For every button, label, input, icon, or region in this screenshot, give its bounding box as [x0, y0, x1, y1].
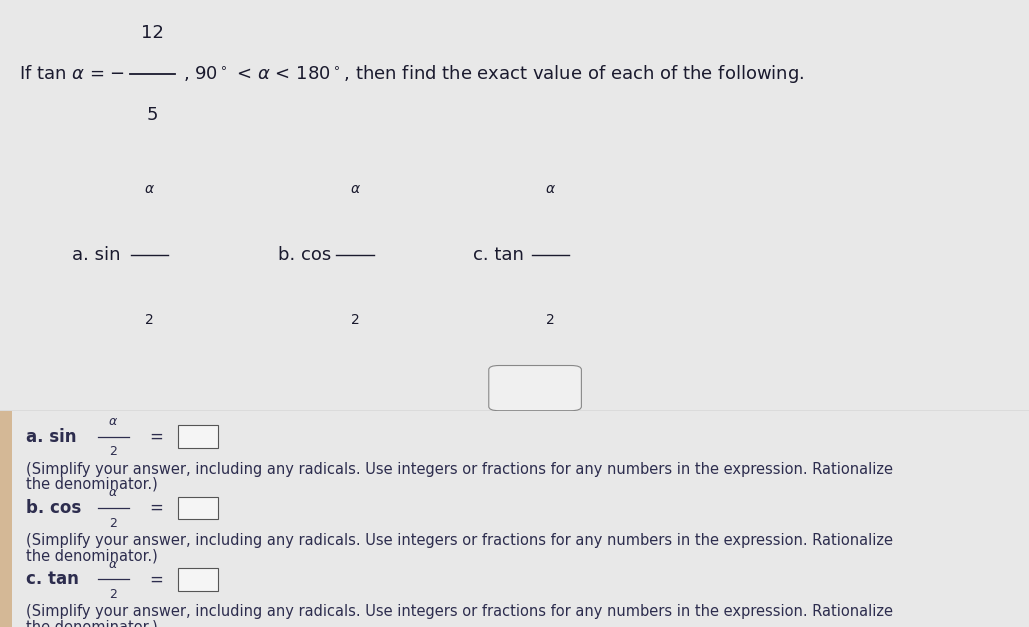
- Text: 2: 2: [109, 588, 117, 601]
- Text: $\alpha$: $\alpha$: [350, 182, 360, 196]
- Text: 5: 5: [146, 106, 158, 124]
- Text: 2: 2: [351, 314, 359, 327]
- Text: b. cos: b. cos: [278, 246, 331, 263]
- Text: c. tan: c. tan: [26, 571, 78, 588]
- Text: · · ·: · · ·: [528, 383, 542, 393]
- Text: (Simplify your answer, including any radicals. Use integers or fractions for any: (Simplify your answer, including any rad…: [26, 604, 893, 619]
- Text: 2: 2: [109, 517, 117, 530]
- FancyBboxPatch shape: [178, 497, 218, 519]
- Text: the denominator.): the denominator.): [26, 548, 157, 563]
- Text: $\alpha$: $\alpha$: [108, 415, 118, 428]
- Text: 2: 2: [145, 314, 153, 327]
- Text: =: =: [149, 571, 163, 588]
- Text: a. sin: a. sin: [26, 428, 76, 446]
- Text: a. sin: a. sin: [72, 246, 120, 263]
- Text: 2: 2: [546, 314, 555, 327]
- Text: (Simplify your answer, including any radicals. Use integers or fractions for any: (Simplify your answer, including any rad…: [26, 533, 893, 548]
- Text: =: =: [149, 499, 163, 517]
- Text: (Simplify your answer, including any radicals. Use integers or fractions for any: (Simplify your answer, including any rad…: [26, 461, 893, 477]
- Text: $\alpha$: $\alpha$: [108, 487, 118, 499]
- FancyBboxPatch shape: [0, 411, 12, 627]
- Text: 2: 2: [109, 445, 117, 458]
- Text: b. cos: b. cos: [26, 499, 81, 517]
- Text: the denominator.): the denominator.): [26, 619, 157, 627]
- Text: =: =: [149, 428, 163, 446]
- Text: If tan $\alpha$ = $-$: If tan $\alpha$ = $-$: [19, 65, 125, 83]
- Text: 12: 12: [141, 24, 164, 42]
- Text: c. tan: c. tan: [473, 246, 524, 263]
- Text: $\alpha$: $\alpha$: [545, 182, 556, 196]
- Text: the denominator.): the denominator.): [26, 477, 157, 492]
- Text: $\alpha$: $\alpha$: [108, 558, 118, 571]
- FancyBboxPatch shape: [178, 568, 218, 591]
- FancyBboxPatch shape: [178, 425, 218, 448]
- Text: , 90$^\circ$ < $\alpha$ < 180$^\circ$, then find the exact value of each of the : , 90$^\circ$ < $\alpha$ < 180$^\circ$, t…: [183, 63, 805, 85]
- Text: $\alpha$: $\alpha$: [144, 182, 154, 196]
- FancyBboxPatch shape: [489, 366, 581, 411]
